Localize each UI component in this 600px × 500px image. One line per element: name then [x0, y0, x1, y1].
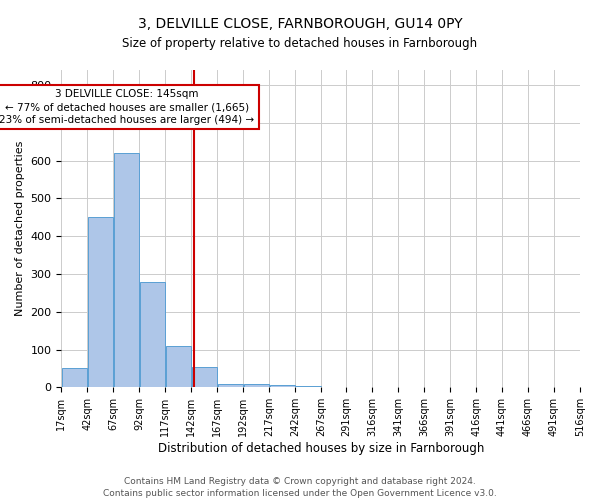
Bar — [295, 386, 321, 388]
Bar — [166, 346, 191, 388]
Bar — [528, 386, 554, 388]
Y-axis label: Number of detached properties: Number of detached properties — [15, 141, 25, 316]
Bar — [398, 386, 424, 388]
Bar — [88, 218, 113, 388]
Text: Contains HM Land Registry data © Crown copyright and database right 2024.
Contai: Contains HM Land Registry data © Crown c… — [103, 476, 497, 498]
Bar — [140, 282, 165, 388]
Text: Size of property relative to detached houses in Farnborough: Size of property relative to detached ho… — [122, 38, 478, 51]
Bar — [451, 386, 476, 388]
Bar — [218, 384, 243, 388]
Bar — [269, 386, 295, 388]
Bar — [113, 153, 139, 388]
Bar — [191, 366, 217, 388]
Bar — [476, 386, 502, 388]
Bar — [244, 384, 269, 388]
Bar — [62, 368, 87, 388]
Bar — [424, 386, 450, 388]
Text: 3 DELVILLE CLOSE: 145sqm
← 77% of detached houses are smaller (1,665)
23% of sem: 3 DELVILLE CLOSE: 145sqm ← 77% of detach… — [0, 89, 254, 126]
Bar — [502, 386, 528, 388]
Bar — [554, 386, 580, 388]
Bar — [346, 386, 372, 388]
Bar — [373, 386, 398, 388]
Bar — [322, 386, 347, 388]
X-axis label: Distribution of detached houses by size in Farnborough: Distribution of detached houses by size … — [158, 442, 484, 455]
Text: 3, DELVILLE CLOSE, FARNBOROUGH, GU14 0PY: 3, DELVILLE CLOSE, FARNBOROUGH, GU14 0PY — [137, 18, 463, 32]
